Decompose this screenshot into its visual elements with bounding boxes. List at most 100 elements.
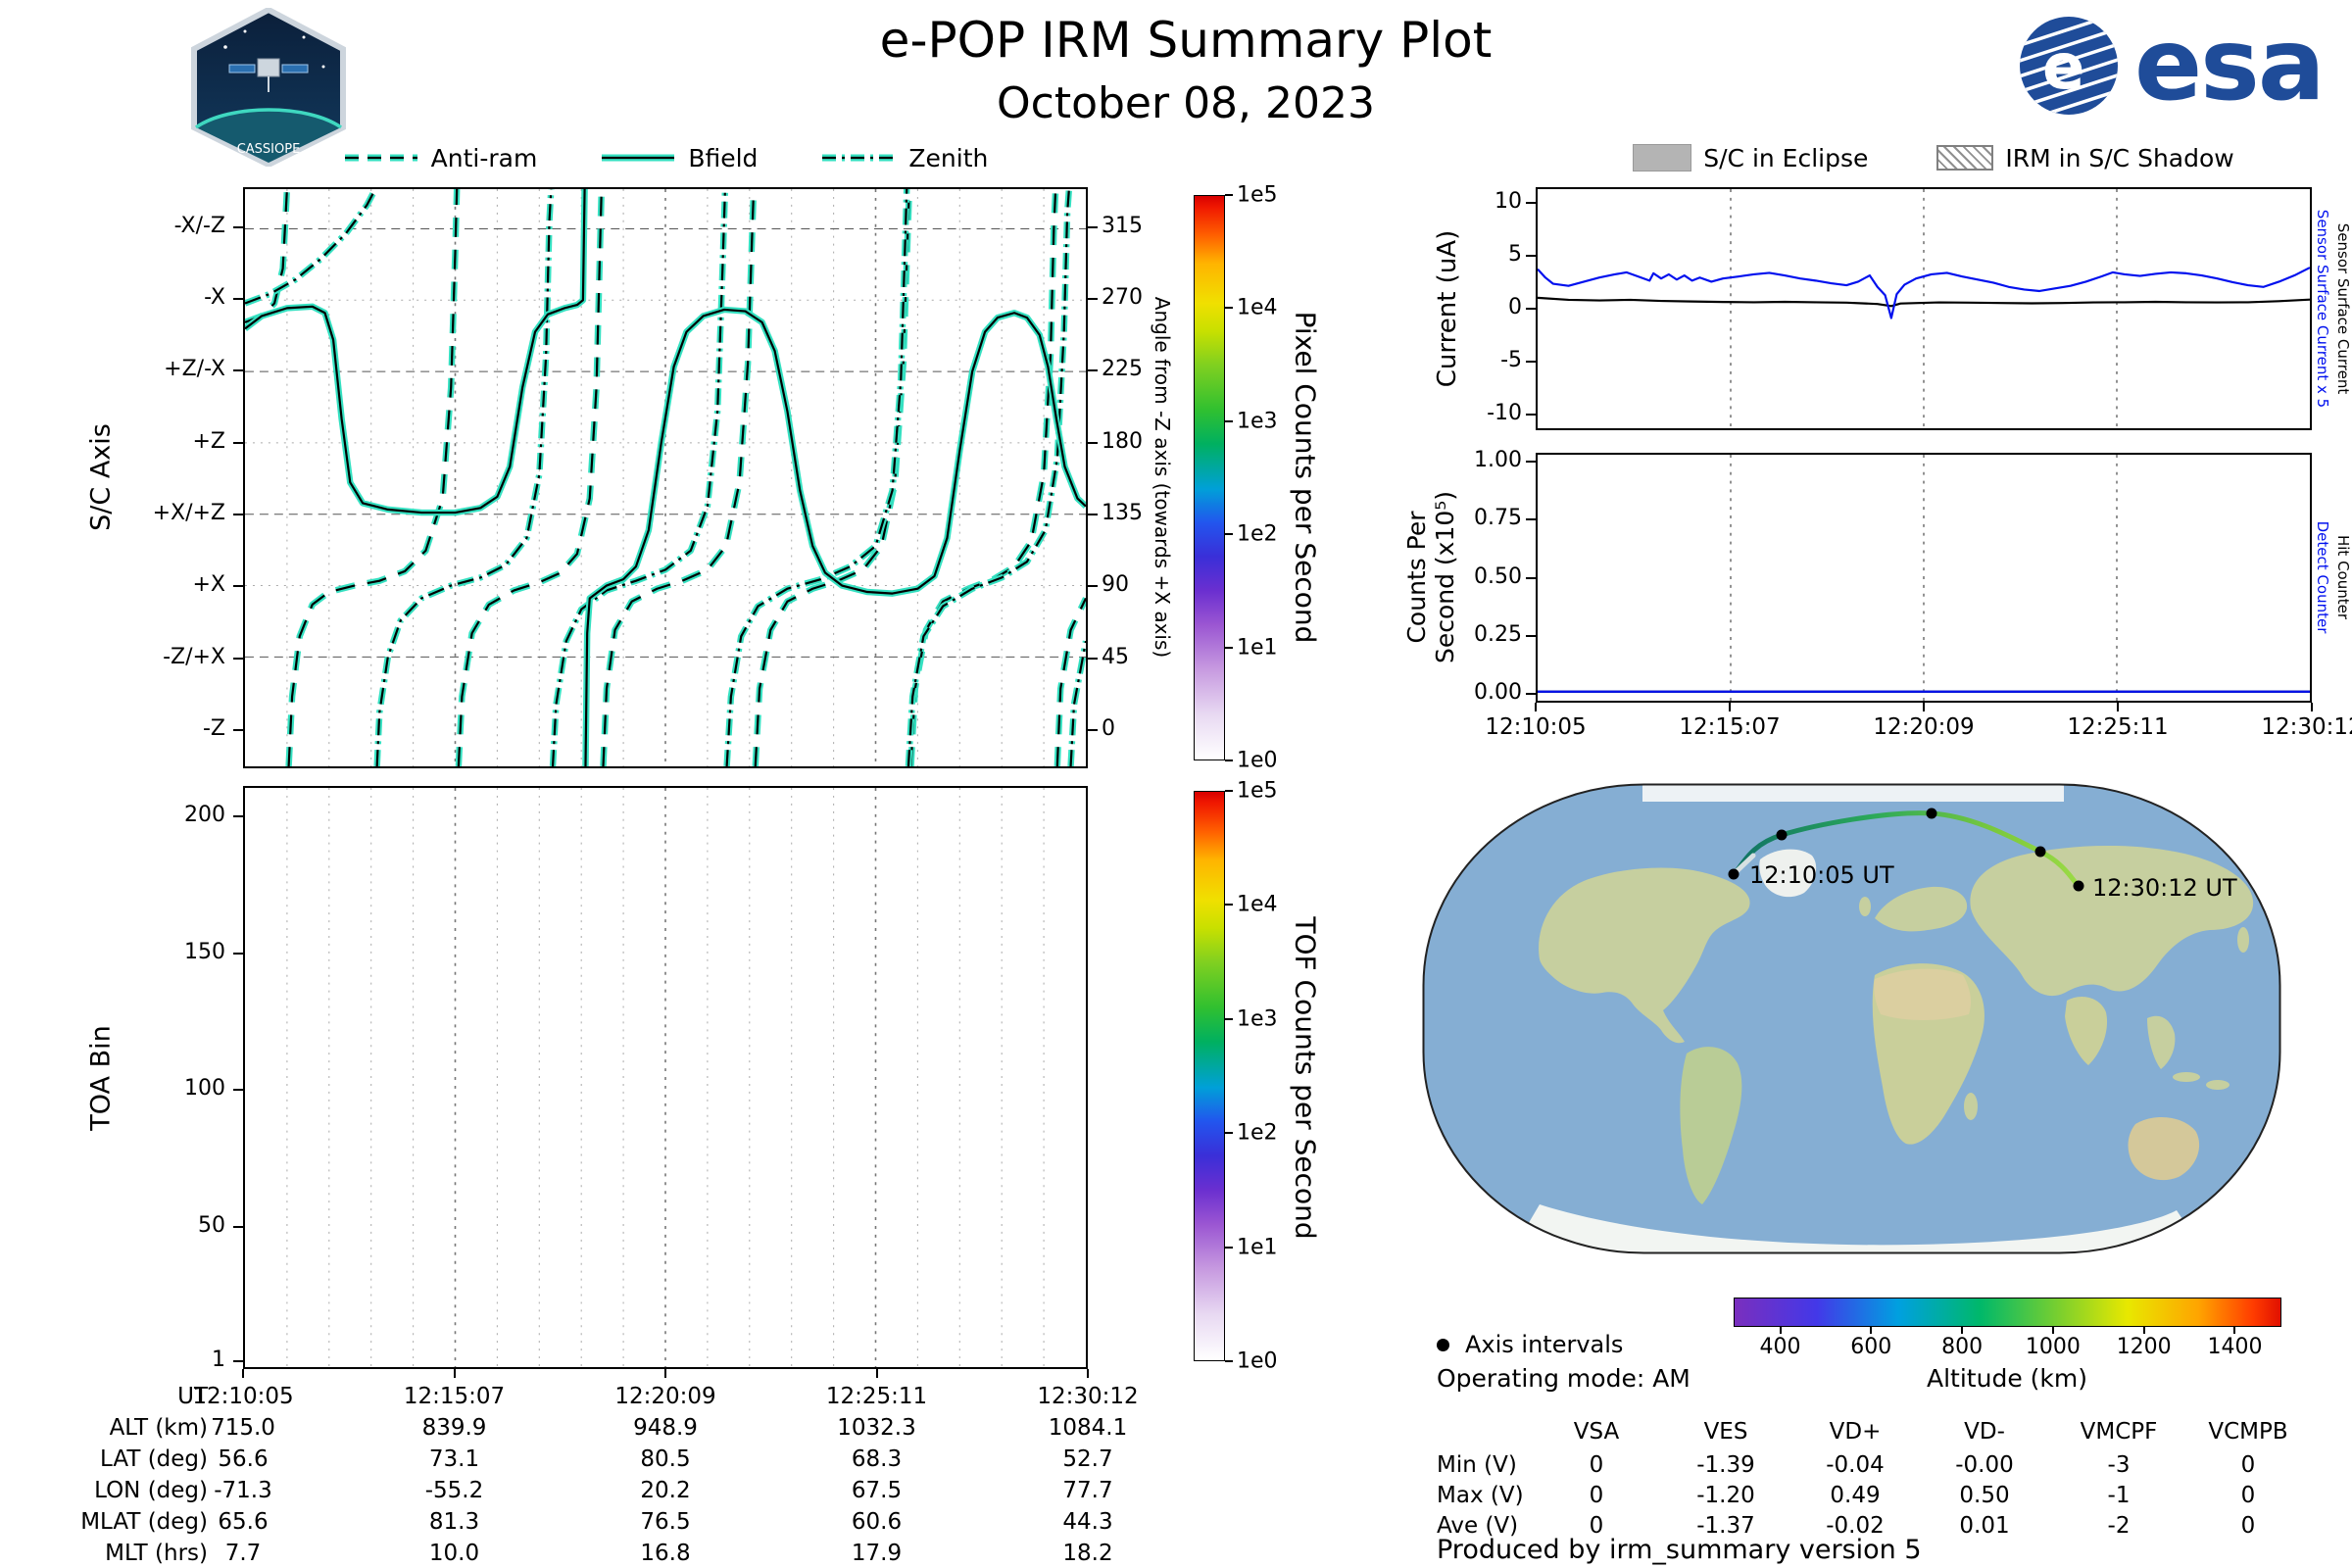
pixel-colorbar-tick: 1e1 — [1237, 635, 1278, 661]
time-xtick: 12:20:09 — [1873, 714, 1975, 740]
ephemeris-value: 12:25:11 — [825, 1384, 928, 1409]
tick-mark — [1526, 576, 1536, 579]
pixel-colorbar-tick: 1e5 — [1237, 182, 1278, 208]
ephemeris-row-label: UT — [177, 1384, 208, 1409]
voltage-column-header: VES — [1703, 1419, 1748, 1445]
satellite-track — [1728, 808, 2084, 892]
sensor-current-x5-label: Sensor Surface Current x 5 — [2314, 209, 2331, 409]
toa-bin-plot — [243, 786, 1088, 1369]
voltage-value: -1.37 — [1696, 1513, 1755, 1539]
tick-mark — [1225, 760, 1233, 761]
time-xtick: 12:10:05 — [1485, 714, 1587, 740]
tick-mark — [1225, 1017, 1233, 1020]
patch-title: CASSIOPE — [237, 142, 301, 157]
sc-axis-ytick: -Z — [202, 715, 225, 741]
eclipse-swatch — [1633, 144, 1692, 172]
tick-mark — [233, 815, 243, 818]
ephemeris-value: 81.3 — [428, 1509, 480, 1535]
voltage-value: 0 — [2240, 1513, 2256, 1539]
ephemeris-value: 60.6 — [851, 1509, 903, 1535]
ephemeris-value: 7.7 — [224, 1541, 262, 1566]
shadow-hatch-swatch — [1936, 145, 1994, 171]
pixel-colorbar-label: Pixel Counts per Second — [1289, 311, 1322, 644]
tof-colorbar-tick: 1e0 — [1237, 1348, 1278, 1374]
sc-axis-ytick: -X — [204, 285, 225, 311]
angle-ytick: 225 — [1102, 357, 1143, 382]
counts-ytick: 0.00 — [1474, 679, 1522, 705]
voltage-value: -0.02 — [1826, 1513, 1885, 1539]
voltage-value: -3 — [2107, 1452, 2131, 1478]
cassiope-mission-patch: CASSIOPE — [191, 8, 346, 167]
antiram-line-sample — [344, 154, 417, 162]
tick-mark — [1526, 518, 1536, 521]
voltage-value: -1.20 — [1696, 1483, 1755, 1508]
ephemeris-value: 948.9 — [633, 1415, 698, 1441]
tick-mark — [1088, 298, 1098, 301]
tof-colorbar-tick: 1e5 — [1237, 778, 1278, 804]
voltage-column-header: VCMPB — [2208, 1419, 2288, 1445]
ground-track-map: 12:10:05 UT 12:30:12 UT — [1422, 783, 2281, 1254]
ephemeris-value: 10.0 — [428, 1541, 480, 1566]
tof-colorbar-tick: 1e1 — [1237, 1235, 1278, 1260]
tick-mark — [1088, 585, 1098, 588]
sc-axis-plot — [243, 187, 1088, 768]
footer-version-text: Produced by irm_summary version 5 — [1437, 1535, 1922, 1565]
voltage-value: -1.39 — [1696, 1452, 1755, 1478]
tof-colorbar-tick: 1e4 — [1237, 892, 1278, 917]
legend-label-bfield: Bfield — [688, 143, 759, 172]
axis-intervals-label: Axis intervals — [1465, 1331, 1624, 1358]
tick-mark — [1870, 1327, 1873, 1334]
current-ytick: -5 — [1500, 347, 1522, 372]
legend-item-bfield: Bfield — [600, 144, 758, 172]
tick-mark — [233, 298, 243, 301]
altitude-bar-label: Altitude (km) — [1927, 1364, 2087, 1393]
axis-intervals-legend: Axis intervals — [1437, 1331, 1623, 1358]
tick-mark — [1225, 533, 1233, 536]
tick-mark — [1535, 703, 1537, 711]
tick-mark — [453, 1369, 456, 1378]
tick-mark — [2142, 1327, 2145, 1334]
tick-mark — [1526, 308, 1536, 310]
tof-colorbar-tick: 1e2 — [1237, 1120, 1278, 1146]
angle-ytick: 45 — [1102, 644, 1129, 669]
legend-item-antiram: Anti-ram — [343, 144, 537, 172]
tick-mark — [1225, 904, 1233, 906]
ephemeris-value: 17.9 — [851, 1541, 903, 1566]
tick-mark — [1088, 657, 1098, 660]
ephemeris-row-label: MLAT (deg) — [80, 1509, 208, 1535]
altitude-tick: 1000 — [2025, 1335, 2081, 1359]
tick-mark — [1088, 441, 1098, 444]
voltage-value: 0 — [2240, 1483, 2256, 1508]
axis-plot-legend: Anti-ram Bfield Zenith — [243, 139, 1088, 176]
current-ytick: 0 — [1508, 295, 1522, 319]
hit-counter-label: Hit Counter — [2334, 534, 2352, 620]
voltage-value: 0.01 — [1959, 1513, 2010, 1539]
voltage-column-header: VD- — [1964, 1419, 2005, 1445]
voltage-value: 0 — [1589, 1513, 1604, 1539]
ephemeris-value: 12:20:09 — [614, 1384, 716, 1409]
altitude-colorbar — [1734, 1298, 2281, 1327]
patch-earth — [196, 110, 341, 163]
tick-mark — [1225, 194, 1233, 196]
ephemeris-value: 839.9 — [421, 1415, 487, 1441]
tick-mark — [1526, 461, 1536, 464]
tick-mark — [1729, 703, 1731, 711]
toa-ytick: 1 — [212, 1348, 225, 1373]
ephemeris-value: 44.3 — [1062, 1509, 1113, 1535]
voltage-value: -1 — [2107, 1483, 2131, 1508]
toa-ytick: 50 — [198, 1213, 225, 1239]
eclipse-legend: S/C in Eclipse IRM in S/C Shadow — [1536, 139, 2331, 176]
tick-mark — [1526, 360, 1536, 363]
tof-colorbar — [1194, 791, 1225, 1361]
toa-ytick: 200 — [184, 803, 225, 828]
current-ytick: 5 — [1508, 242, 1522, 268]
ephemeris-value: 76.5 — [640, 1509, 691, 1535]
current-plot — [1536, 187, 2312, 430]
legend-item-eclipse: S/C in Eclipse — [1633, 144, 1868, 172]
pixel-colorbar-tick: 1e2 — [1237, 521, 1278, 547]
tick-mark — [1225, 646, 1233, 649]
time-xtick: 12:25:11 — [2067, 714, 2169, 740]
sc-axis-ytick: +Z — [192, 428, 225, 454]
angle-ytick: 270 — [1102, 285, 1143, 311]
